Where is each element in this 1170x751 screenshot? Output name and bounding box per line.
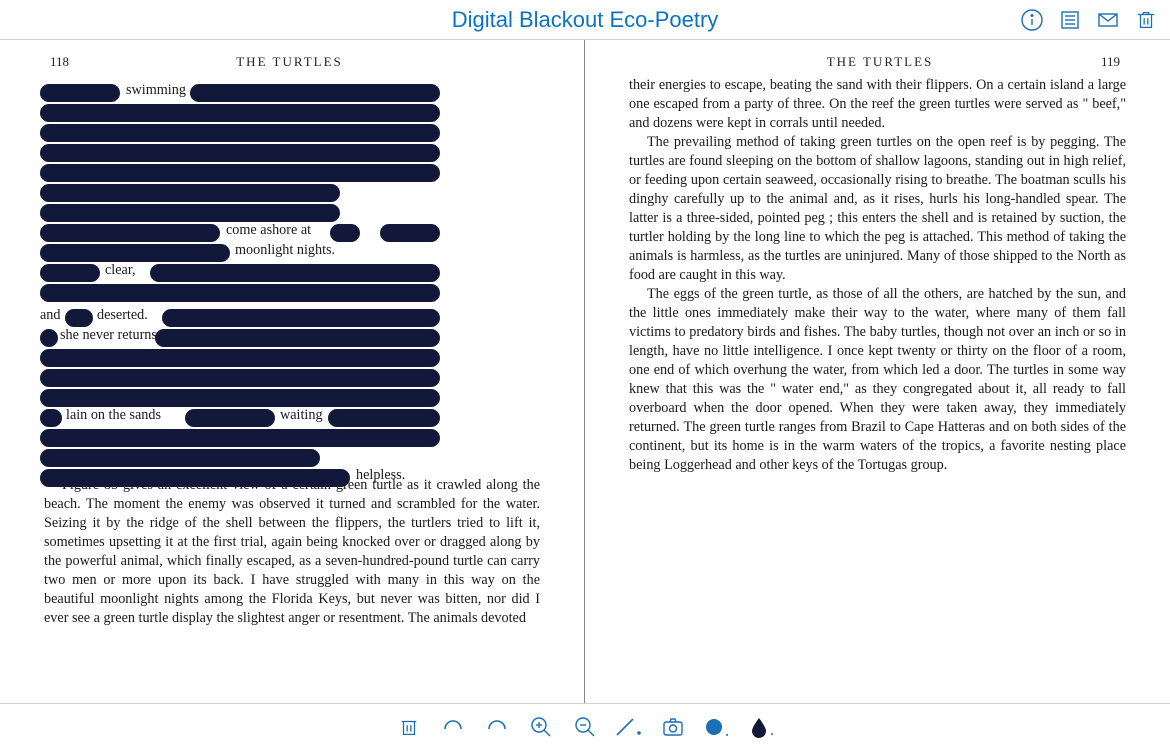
visible-word: come ashore at <box>226 222 311 239</box>
blackout-stroke <box>190 84 440 102</box>
visible-word: helpless. <box>356 467 405 484</box>
visible-word: deserted. <box>97 307 148 324</box>
blackout-stroke <box>185 409 275 427</box>
body-paragraph: their energies to escape, beating the sa… <box>629 76 1126 133</box>
blackout-stroke <box>40 264 100 282</box>
blackout-stroke <box>328 409 440 427</box>
left-page: 118 THE TURTLES swimming come ashore at mo… <box>0 40 585 703</box>
tool-undo-icon[interactable] <box>439 713 467 741</box>
tool-brush-size-icon[interactable] <box>703 713 731 741</box>
blackout-stroke <box>150 264 440 282</box>
body-paragraph: The prevailing method of taking green tu… <box>629 133 1126 285</box>
right-body-text: their energies to escape, beating the sa… <box>625 76 1130 475</box>
blackout-stroke <box>40 204 340 222</box>
blackout-stroke <box>40 329 58 347</box>
blackout-stroke <box>40 429 440 447</box>
tool-line-icon[interactable] <box>615 713 643 741</box>
right-page-number: 119 <box>1101 54 1120 70</box>
blackout-stroke <box>40 409 62 427</box>
blackout-stroke <box>65 309 93 327</box>
right-running-head: THE TURTLES <box>659 54 1101 70</box>
book-spread: 118 THE TURTLES swimming come ashore at mo… <box>0 40 1170 704</box>
visible-word: clear, <box>105 262 136 279</box>
body-paragraph: The eggs of the green turtle, as those o… <box>629 285 1126 475</box>
blackout-stroke <box>155 329 440 347</box>
blackout-stroke <box>40 389 440 407</box>
blackout-stroke <box>40 469 350 487</box>
mail-icon[interactable] <box>1096 8 1120 32</box>
blackout-stroke <box>330 224 360 242</box>
left-running-head: THE TURTLES <box>69 54 510 70</box>
list-icon[interactable] <box>1058 8 1082 32</box>
app-title: Digital Blackout Eco-Poetry <box>452 7 719 33</box>
blackout-stroke <box>40 164 440 182</box>
blackout-stroke <box>40 369 440 387</box>
blackout-stroke <box>40 144 440 162</box>
visible-word: moonlight nights. <box>235 242 335 259</box>
tool-ink-drop-icon[interactable] <box>747 713 775 741</box>
tool-redo-icon[interactable] <box>483 713 511 741</box>
visible-word: waiting <box>280 407 323 424</box>
right-page: THE TURTLES 119 their energies to escape… <box>585 40 1170 703</box>
header-icon-group <box>1020 0 1158 40</box>
left-page-number: 118 <box>50 54 69 70</box>
tool-zoom-out-icon[interactable] <box>571 713 599 741</box>
app-header: Digital Blackout Eco-Poetry <box>0 0 1170 40</box>
blackout-stroke <box>40 84 120 102</box>
blackout-stroke <box>40 284 440 302</box>
blackout-canvas[interactable]: swimming come ashore at moonlight nights. c… <box>40 76 544 476</box>
blackout-stroke <box>40 244 230 262</box>
blackout-stroke <box>40 184 340 202</box>
tool-zoom-in-icon[interactable] <box>527 713 555 741</box>
blackout-stroke <box>40 449 320 467</box>
tool-camera-icon[interactable] <box>659 713 687 741</box>
bottom-toolbar <box>0 704 1170 750</box>
visible-word: lain on the sands <box>66 407 161 424</box>
visible-word: and <box>40 307 61 324</box>
left-page-header: 118 THE TURTLES <box>40 54 544 76</box>
left-remaining-text: Figure 85 gives an excellent view of a c… <box>40 476 544 628</box>
blackout-stroke <box>40 104 440 122</box>
visible-word: she never returns <box>60 327 157 344</box>
blackout-stroke <box>40 224 220 242</box>
tool-trash-icon[interactable] <box>395 713 423 741</box>
blackout-stroke <box>40 124 440 142</box>
trash-icon[interactable] <box>1134 8 1158 32</box>
right-page-header: THE TURTLES 119 <box>625 54 1130 76</box>
info-icon[interactable] <box>1020 8 1044 32</box>
blackout-stroke <box>162 309 440 327</box>
visible-word: swimming <box>126 82 186 99</box>
blackout-stroke <box>380 224 440 242</box>
blackout-stroke <box>40 349 440 367</box>
